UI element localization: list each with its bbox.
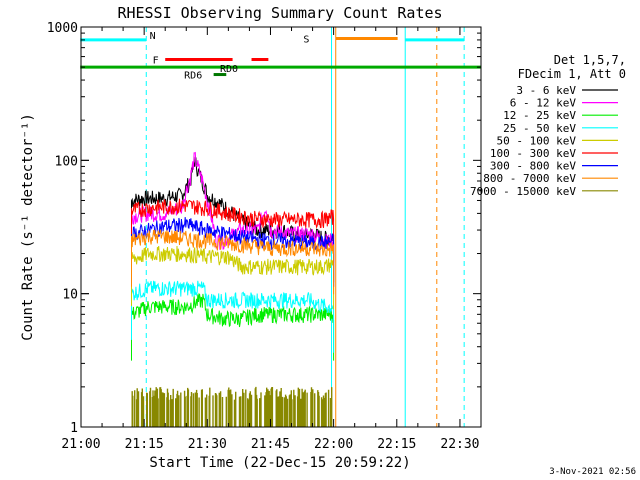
y-axis: 1 10 100 1000 [47,21,481,436]
x-tick-label: 21:15 [125,437,164,452]
chart-title: RHESSI Observing Summary Count Rates [117,4,442,22]
y-tick-label: 10 [62,288,78,303]
legend-label: 800 - 7000 keV [483,172,576,185]
y-tick-label: 1000 [47,21,78,36]
x-axis: 21:00 21:15 21:30 21:45 22:00 22:15 22:30 [61,27,482,452]
timestamp: 3-Nov-2021 02:56 [549,467,636,477]
x-tick-label: 22:15 [377,437,416,452]
flag-label-n: N [150,31,156,42]
x-tick-label: 22:30 [440,437,479,452]
legend-label: 3 - 6 keV [516,84,576,97]
x-axis-label: Start Time (22-Dec-15 20:59:22) [149,455,410,471]
flag-label-rd0: RD0 [220,64,238,75]
y-tick-label: 100 [55,154,78,169]
legend-label: 50 - 100 keV [497,134,577,147]
series-line-25-50-kev [131,280,335,353]
series-line-300-800-kev [131,217,335,287]
series-line-6-12-kev [131,151,335,287]
legend-label: 7000 - 15000 keV [470,185,576,198]
y-axis-label: Count Rate (s⁻¹ detector⁻¹) [20,113,36,341]
series-line-100-300-kev [131,198,335,263]
x-tick-label: 21:30 [188,437,227,452]
x-tick-label: 21:00 [61,437,100,452]
legend-header-2: FDecim 1, Att 0 [518,67,626,81]
legend-label: 12 - 25 keV [503,109,576,122]
flag-label-s: S [303,34,309,45]
x-tick-label: 22:00 [314,437,353,452]
series-line-50-100-kev [131,245,335,310]
series-line-800-7000-kev [131,229,335,295]
legend-header-1: Det 1,5,7, [554,53,626,67]
legend-label: 6 - 12 keV [510,97,577,110]
series-line-7000-15000-kev [131,386,333,427]
flag-label-rd6: RD6 [184,71,202,82]
plot-area: N S F RD0 RD6 [80,27,481,427]
legend-label: 300 - 800 keV [490,160,576,173]
plot-frame [80,26,482,428]
x-tick-label: 21:45 [251,437,290,452]
legend-label: 25 - 50 keV [503,122,576,135]
flag-label-f: F [153,56,159,67]
series-line-12-25-kev [131,292,335,361]
y-tick-label: 1 [70,421,78,436]
legend-label: 100 - 300 keV [490,147,576,160]
